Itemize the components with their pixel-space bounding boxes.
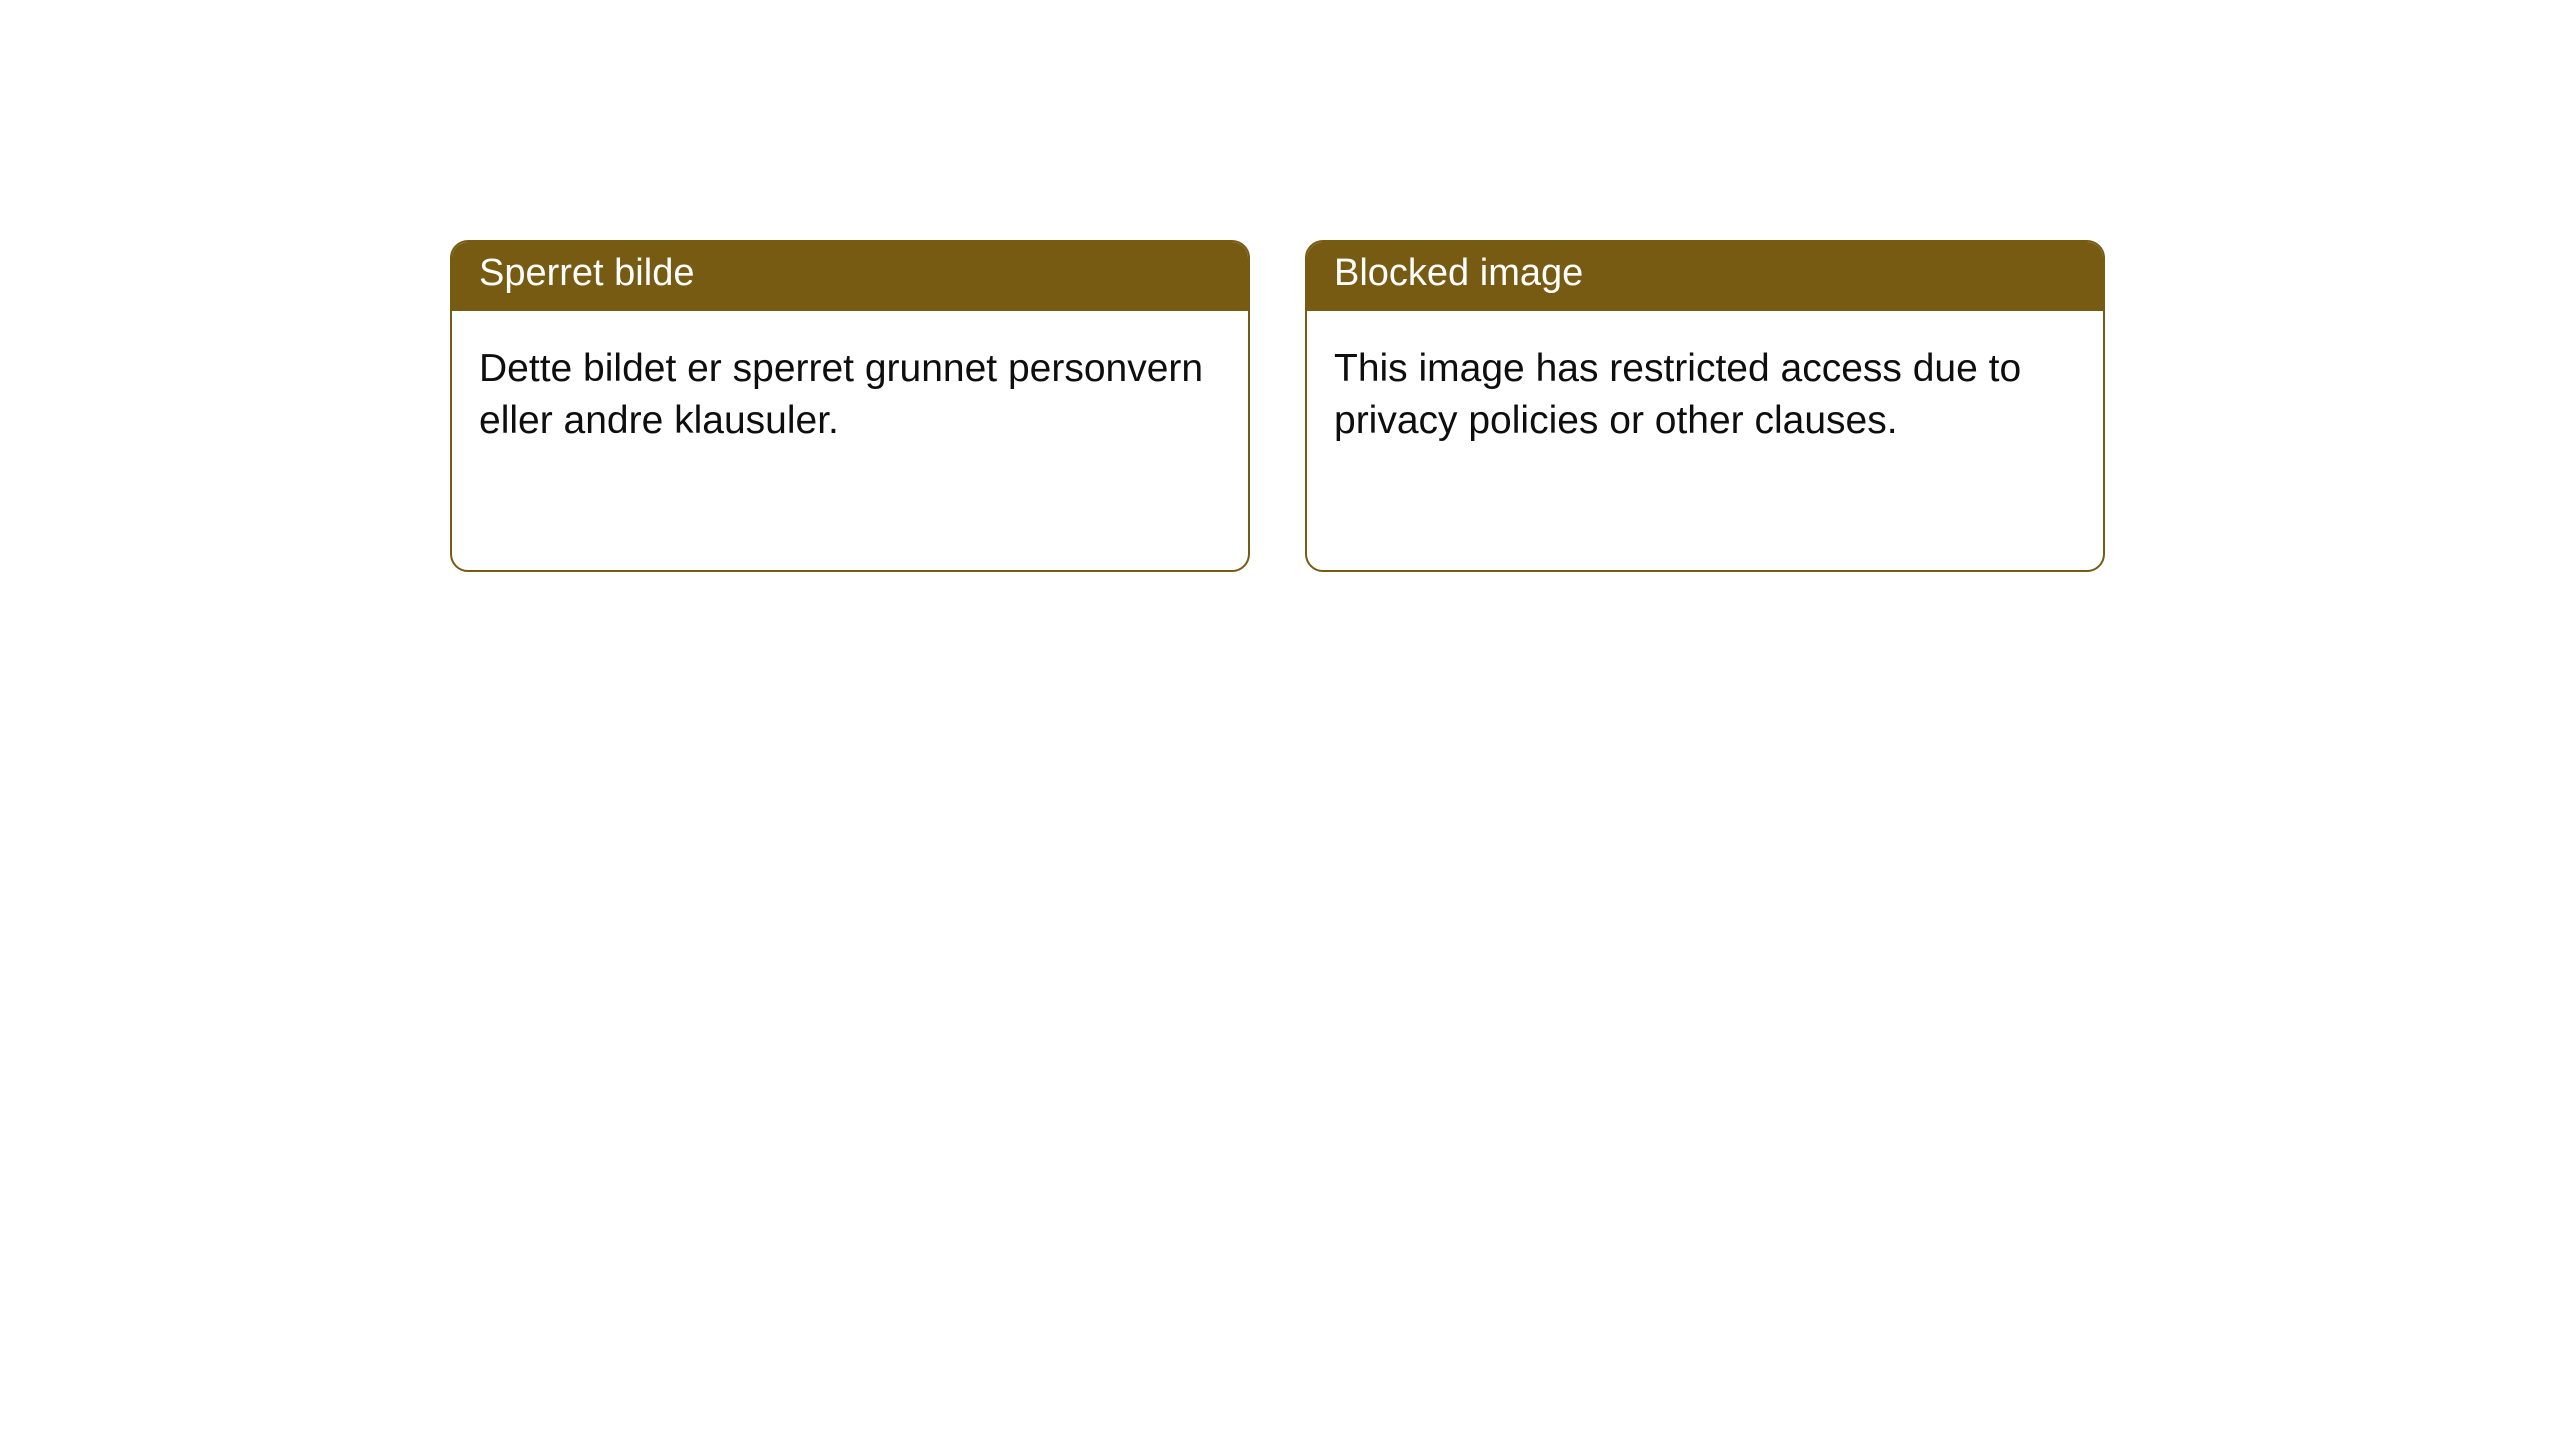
card-body-english: This image has restricted access due to … [1307,311,2103,475]
info-card-english: Blocked image This image has restricted … [1305,240,2105,572]
card-body-norwegian: Dette bildet er sperret grunnet personve… [452,311,1248,475]
info-cards-row: Sperret bilde Dette bildet er sperret gr… [450,240,2105,572]
card-header-english: Blocked image [1307,242,2103,311]
card-header-norwegian: Sperret bilde [452,242,1248,311]
info-card-norwegian: Sperret bilde Dette bildet er sperret gr… [450,240,1250,572]
